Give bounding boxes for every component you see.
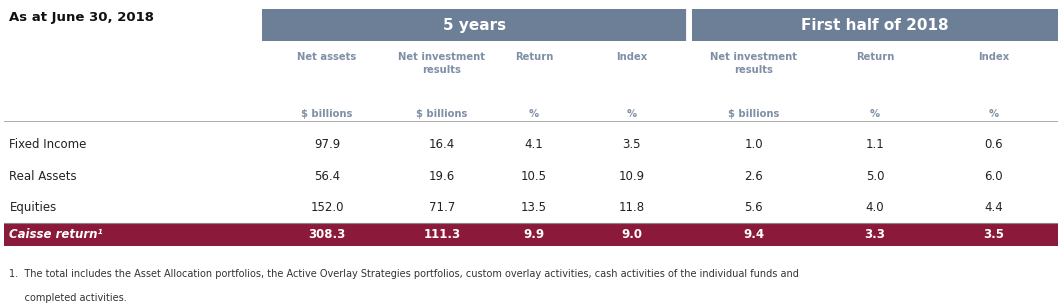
- Text: $ billions: $ billions: [729, 109, 780, 119]
- Text: 19.6: 19.6: [429, 170, 456, 183]
- Text: 11.8: 11.8: [618, 201, 645, 214]
- Text: 10.5: 10.5: [521, 170, 547, 183]
- Text: 5.0: 5.0: [866, 170, 885, 183]
- Text: 1.  The total includes the Asset Allocation portfolios, the Active Overlay Strat: 1. The total includes the Asset Allocati…: [10, 269, 800, 279]
- Text: $ billions: $ billions: [416, 109, 467, 119]
- Text: Equities: Equities: [10, 201, 56, 214]
- Text: 1.0: 1.0: [744, 138, 764, 151]
- Text: %: %: [870, 109, 880, 119]
- Text: 9.4: 9.4: [743, 228, 765, 241]
- Text: 308.3: 308.3: [308, 228, 346, 241]
- Text: 3.5: 3.5: [622, 138, 640, 151]
- Text: Fixed Income: Fixed Income: [10, 138, 87, 151]
- Text: 16.4: 16.4: [429, 138, 456, 151]
- Text: 71.7: 71.7: [429, 201, 456, 214]
- Text: 10.9: 10.9: [618, 170, 645, 183]
- Text: 56.4: 56.4: [314, 170, 340, 183]
- Text: 111.3: 111.3: [424, 228, 461, 241]
- Text: 0.6: 0.6: [984, 138, 1003, 151]
- Text: 4.0: 4.0: [866, 201, 885, 214]
- FancyBboxPatch shape: [692, 9, 1058, 41]
- Text: 4.4: 4.4: [984, 201, 1003, 214]
- Text: 9.0: 9.0: [621, 228, 643, 241]
- Text: 13.5: 13.5: [521, 201, 547, 214]
- Text: 4.1: 4.1: [525, 138, 544, 151]
- Text: %: %: [989, 109, 998, 119]
- Text: 9.9: 9.9: [524, 228, 545, 241]
- Text: %: %: [529, 109, 539, 119]
- Text: 152.0: 152.0: [310, 201, 344, 214]
- Text: Real Assets: Real Assets: [10, 170, 78, 183]
- Text: 1.1: 1.1: [866, 138, 885, 151]
- Text: Caisse return¹: Caisse return¹: [10, 228, 103, 241]
- Text: Net investment
results: Net investment results: [398, 52, 485, 75]
- Text: Net assets: Net assets: [297, 52, 357, 62]
- Text: $ billions: $ billions: [302, 109, 353, 119]
- Text: completed activities.: completed activities.: [10, 293, 127, 303]
- Text: Return: Return: [515, 52, 553, 62]
- Text: Net investment
results: Net investment results: [710, 52, 798, 75]
- Text: 5 years: 5 years: [443, 17, 507, 33]
- Text: First half of 2018: First half of 2018: [801, 17, 948, 33]
- Text: As at June 30, 2018: As at June 30, 2018: [10, 11, 154, 24]
- Text: 97.9: 97.9: [314, 138, 340, 151]
- Text: Index: Index: [616, 52, 647, 62]
- Text: 3.3: 3.3: [864, 228, 886, 241]
- Text: Return: Return: [856, 52, 894, 62]
- Text: %: %: [627, 109, 637, 119]
- Text: 5.6: 5.6: [744, 201, 764, 214]
- FancyBboxPatch shape: [262, 9, 687, 41]
- FancyBboxPatch shape: [4, 223, 1058, 246]
- Text: 2.6: 2.6: [744, 170, 764, 183]
- Text: Index: Index: [978, 52, 1009, 62]
- Text: 6.0: 6.0: [984, 170, 1003, 183]
- Text: 3.5: 3.5: [983, 228, 1004, 241]
